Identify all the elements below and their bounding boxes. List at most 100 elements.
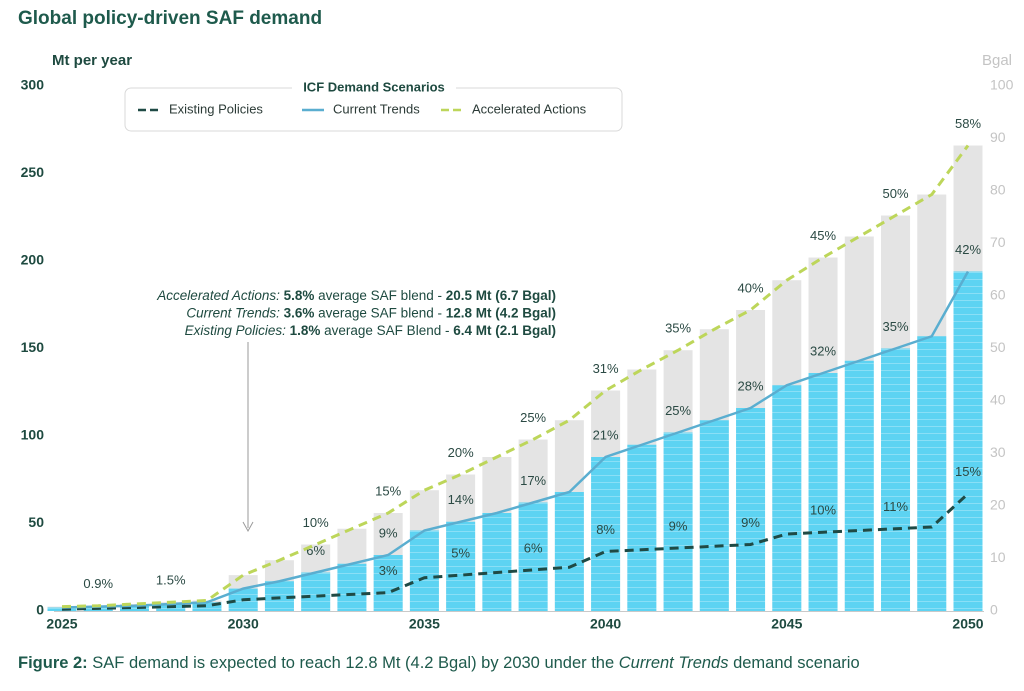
annotation-part: 20.5 Mt (6.7 Bgal) xyxy=(446,288,556,303)
caption-part: demand scenario xyxy=(728,654,859,672)
annotation-part: average SAF Blend - xyxy=(320,323,453,338)
annotation-part: Accelerated Actions: xyxy=(156,288,280,303)
annotation-part: 6.4 Mt (2.1 Bgal) xyxy=(453,323,556,338)
blue-bar xyxy=(953,271,983,611)
chart-title: Global policy-driven SAF demand xyxy=(18,8,322,29)
legend-title-bg xyxy=(292,80,456,96)
blend-label: 10% xyxy=(810,503,836,518)
blend-label: 42% xyxy=(955,242,981,257)
arrow-head xyxy=(242,521,254,533)
annotation-part: Existing Policies: xyxy=(185,323,287,338)
blend-label: 10% xyxy=(303,515,329,530)
y-tick-label: 0 xyxy=(36,602,44,618)
blue-bar xyxy=(808,373,838,611)
annotation: Accelerated Actions: 5.8% average SAF bl… xyxy=(156,288,556,338)
blue-bar xyxy=(192,602,222,611)
blend-label: 1.5% xyxy=(156,573,186,588)
line xyxy=(61,492,970,611)
blend-label: 35% xyxy=(665,321,691,336)
blue-bar xyxy=(627,444,657,611)
annotation-part: 12.8 Mt (4.2 Bgal) xyxy=(446,305,556,320)
y-axis-title: Mt per year xyxy=(52,52,132,69)
blue-bar xyxy=(119,605,149,611)
blue-bar xyxy=(699,420,729,611)
blue-bar xyxy=(301,572,331,611)
blend-label: 8% xyxy=(596,522,615,537)
blue-bar xyxy=(591,457,621,611)
blue-bar xyxy=(518,502,548,611)
annotation-part: 1.8% xyxy=(286,323,321,338)
blend-label: 28% xyxy=(738,378,764,393)
caption-part: Current Trends xyxy=(619,654,729,672)
blend-label: 3% xyxy=(379,563,398,578)
y2-tick-label: 0 xyxy=(990,602,998,618)
blue-bar xyxy=(844,360,874,611)
blend-label: 14% xyxy=(448,492,474,507)
blue-bar xyxy=(373,555,403,611)
blue-bar xyxy=(736,408,766,611)
y2-tick-label: 40 xyxy=(990,392,1006,408)
blue-bar xyxy=(337,563,367,611)
blue-bar xyxy=(917,336,947,611)
annotation-part: Current Trends: xyxy=(186,305,280,320)
legend-label: Current Trends xyxy=(333,101,420,116)
bars xyxy=(47,145,984,612)
annotation-part: 3.6% xyxy=(280,305,315,320)
x-tick-label: 2035 xyxy=(409,616,440,632)
y2-tick-label: 50 xyxy=(990,339,1006,355)
legend: Existing Policies Current Trends Accelerat… xyxy=(138,101,587,116)
blend-label: 25% xyxy=(520,410,546,425)
blend-label: 17% xyxy=(520,473,546,488)
blend-label: 6% xyxy=(306,543,325,558)
x-tick-label: 2040 xyxy=(590,616,621,632)
y-tick-label: 300 xyxy=(21,77,45,93)
blue-bar xyxy=(409,530,439,611)
blend-label: 9% xyxy=(379,525,398,540)
y-tick-label: 150 xyxy=(21,339,45,355)
y2-tick-label: 60 xyxy=(990,287,1006,303)
blend-label: 0.9% xyxy=(83,576,113,591)
x-tick-label: 2025 xyxy=(46,616,77,632)
y2-axis-title: Bgal xyxy=(982,52,1012,69)
annotation-line: Existing Policies: 1.8% average SAF Blen… xyxy=(185,323,556,338)
blend-label: 21% xyxy=(593,427,619,442)
blue-bar xyxy=(554,492,584,611)
blend-label: 50% xyxy=(883,186,909,201)
blend-label: 15% xyxy=(375,483,401,498)
blend-label: 45% xyxy=(810,228,836,243)
blend-label: 15% xyxy=(955,464,981,479)
blue-bar xyxy=(772,385,802,611)
y-tick-label: 250 xyxy=(21,164,45,180)
legend-label: Accelerated Actions xyxy=(472,101,587,116)
blend-label: 31% xyxy=(593,361,619,376)
y2-tick-label: 80 xyxy=(990,182,1006,198)
blend-label: 35% xyxy=(883,319,909,334)
line xyxy=(61,144,970,609)
y2-tick-label: 20 xyxy=(990,497,1006,513)
x-tick-label: 2045 xyxy=(771,616,802,632)
caption-part: Figure 2: xyxy=(18,654,88,672)
caption: Figure 2: SAF demand is expected to reac… xyxy=(18,654,860,672)
y2-tick-label: 90 xyxy=(990,129,1006,145)
caption-part: SAF demand is expected to reach 12.8 Mt … xyxy=(88,654,619,672)
blend-label: 58% xyxy=(955,116,981,131)
blue-bar xyxy=(446,521,476,611)
y2-tick-label: 100 xyxy=(990,77,1014,93)
blend-label: 40% xyxy=(738,280,764,295)
blend-label: 20% xyxy=(448,445,474,460)
annotation-line: Current Trends: 3.6% average SAF blend -… xyxy=(186,305,556,320)
y2-tick-label: 70 xyxy=(990,234,1006,250)
blend-label: 9% xyxy=(741,515,760,530)
x-tick-label: 2050 xyxy=(952,616,983,632)
legend-label: Existing Policies xyxy=(169,101,263,116)
blue-bar xyxy=(663,432,693,611)
y-tick-label: 100 xyxy=(21,427,45,443)
blend-label: 6% xyxy=(524,540,543,555)
blend-label: 32% xyxy=(810,343,836,358)
blend-label: 9% xyxy=(669,518,688,533)
lines: 3% 5% 6% 8% 9% 9% 10% 11% 15% 6% 9% 14% 17% 21% 25% 28%… xyxy=(61,116,981,611)
line xyxy=(61,270,970,609)
y2-tick-label: 10 xyxy=(990,549,1006,565)
blend-label: 11% xyxy=(883,499,908,514)
